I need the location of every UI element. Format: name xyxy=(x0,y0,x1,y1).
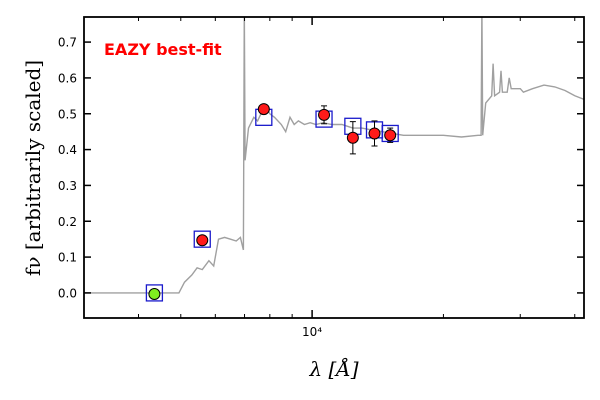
data-point xyxy=(148,287,161,300)
data-point xyxy=(384,129,397,142)
y-tick-label: 0.1 xyxy=(58,251,77,265)
y-tick-label: 0.0 xyxy=(58,286,77,300)
data-point xyxy=(196,234,209,247)
y-tick-label: 0.5 xyxy=(58,107,77,121)
y-tick-label: 0.4 xyxy=(58,143,77,157)
data-point xyxy=(257,103,270,116)
y-tick-label: 0.7 xyxy=(58,36,77,50)
data-point xyxy=(346,131,359,144)
data-point xyxy=(368,127,381,140)
plot-frame xyxy=(83,16,585,319)
template-spectrum-line xyxy=(84,17,584,294)
data-point xyxy=(318,108,331,121)
y-tick-label: 0.6 xyxy=(58,71,77,85)
annotation-label: EAZY best-fit xyxy=(104,40,222,59)
y-tick-label: 0.2 xyxy=(58,215,77,229)
y-tick-label: 0.3 xyxy=(58,179,77,193)
y-axis-label: fν [arbitrarily scaled] xyxy=(21,60,45,276)
x-tick-label: 10⁴ xyxy=(302,325,322,339)
x-axis-label: λ [Å] xyxy=(308,356,358,381)
template-photometry-square xyxy=(145,284,164,302)
template-photometry-square xyxy=(193,230,211,248)
